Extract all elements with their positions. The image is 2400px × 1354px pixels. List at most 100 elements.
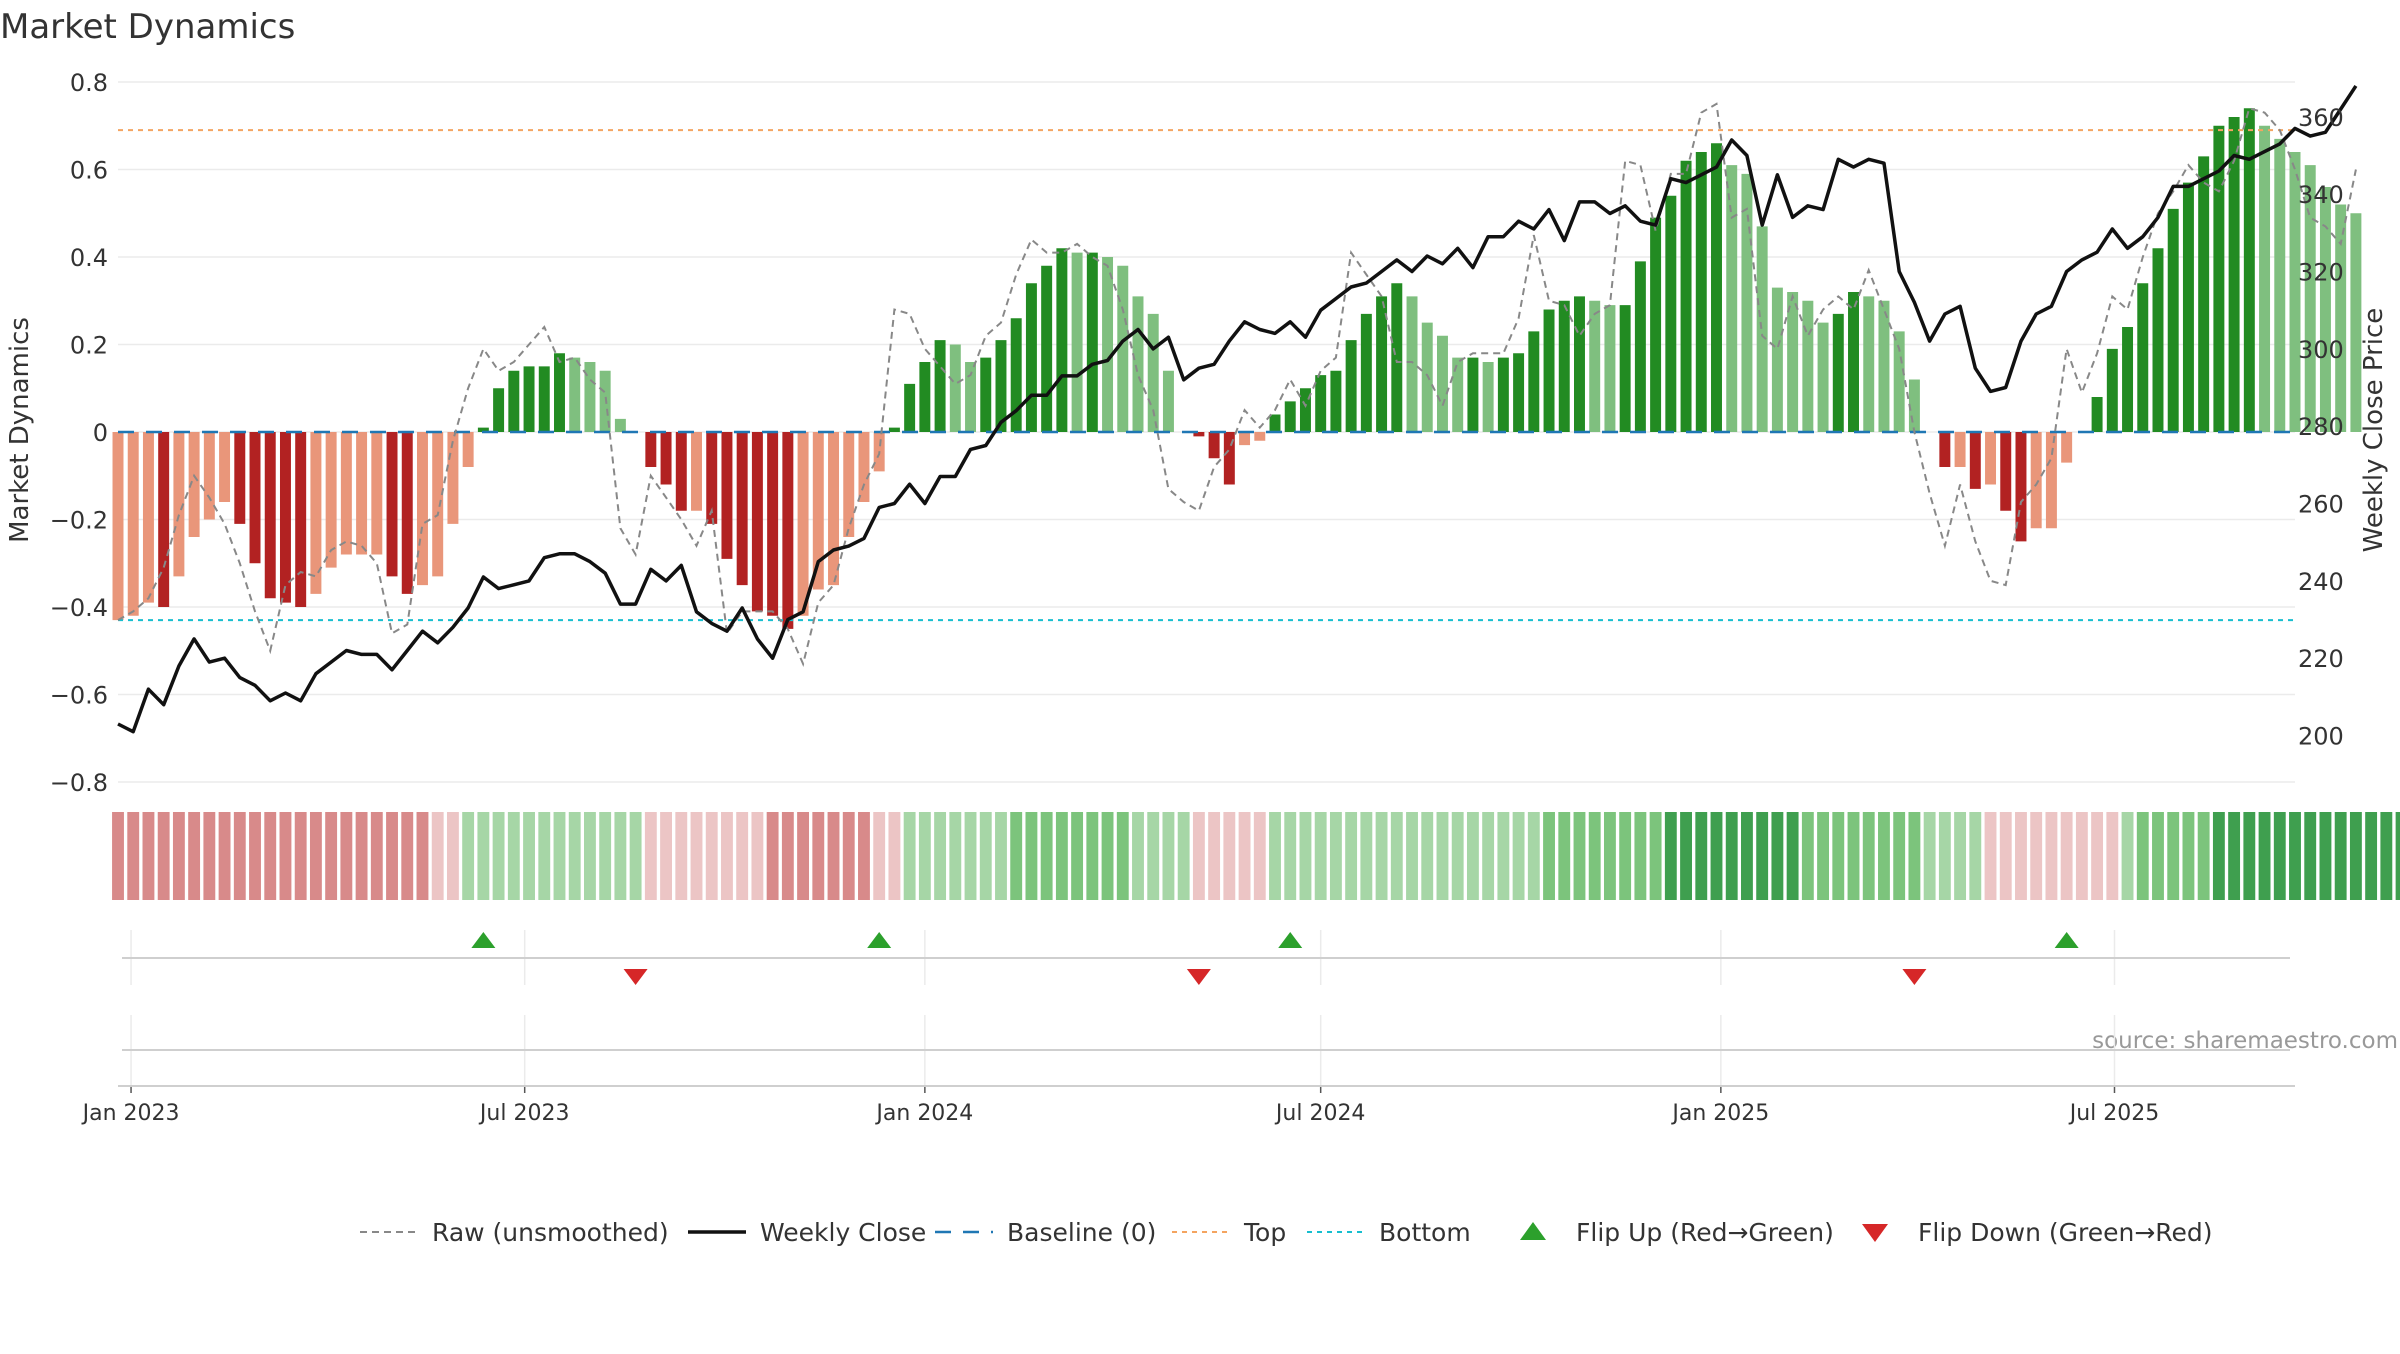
left-tick-label: −0.4 (50, 594, 108, 622)
dynamics-bar (1589, 300, 1601, 432)
dynamics-bar (1939, 432, 1951, 467)
dynamics-bar (858, 432, 870, 502)
regime-cell (2273, 812, 2286, 900)
dynamics-bar (1711, 143, 1722, 432)
regime-cell (1010, 812, 1023, 900)
regime-cell (690, 812, 703, 900)
dynamics-bar (1832, 313, 1844, 432)
regime-cell (1969, 812, 1982, 900)
regime-cell (1573, 812, 1586, 900)
regime-cell (218, 812, 231, 900)
legend-swatch-flipup (1520, 1222, 1546, 1240)
dynamics-bar (1056, 248, 1068, 432)
dynamics-bar (1482, 362, 1494, 432)
regime-cell (1238, 812, 1251, 900)
dynamics-bar (1117, 265, 1129, 432)
axis-ticks: 0.8 0.6 0.4 0.2 0 −0.2 −0.4 −0.6 −0.8 360 340 320 30… (50, 69, 2344, 797)
dynamics-bar (462, 432, 474, 467)
regime-cell (2045, 812, 2058, 900)
regime-cell (431, 812, 444, 900)
regime-cell (934, 812, 947, 900)
dynamics-bar (904, 383, 916, 432)
regime-cell (2197, 812, 2210, 900)
dynamics-bar (249, 432, 261, 564)
regime-cell (1847, 812, 1860, 900)
dynamics-bar (1650, 217, 1662, 432)
regime-cell (1893, 812, 1906, 900)
regime-cell (1329, 812, 1342, 900)
dynamics-bar (1452, 357, 1464, 432)
dynamics-bar (2335, 204, 2347, 432)
regime-cell (614, 812, 627, 900)
dynamics-bar (2045, 432, 2057, 529)
regime-cell (858, 812, 870, 900)
dynamics-bar (2152, 248, 2164, 432)
regime-cell (1025, 812, 1038, 900)
dynamics-bar (1284, 401, 1296, 432)
dynamics-bar (660, 432, 672, 485)
dynamics-bar (2198, 156, 2210, 432)
dynamics-bar (1634, 261, 1646, 432)
regime-cell (355, 812, 368, 900)
dynamics-bar (1071, 252, 1083, 432)
dynamics-bar (1162, 370, 1174, 432)
regime-cell (1786, 812, 1799, 900)
dynamics-bar (1041, 265, 1053, 432)
dynamics-bar (386, 432, 398, 577)
dynamics-bar (1695, 152, 1707, 432)
regime-cell (1482, 812, 1495, 900)
dynamics-bar (1086, 252, 1098, 432)
dynamics-bar (2259, 125, 2271, 432)
dynamics-bar (1025, 283, 1037, 432)
regime-cell (1345, 812, 1358, 900)
regime-cell (2091, 812, 2104, 900)
dynamics-bar (1239, 432, 1251, 446)
regime-cell (1634, 812, 1647, 900)
regime-cell (1314, 812, 1327, 900)
dynamics-bar (1528, 331, 1540, 432)
regime-cell (568, 812, 581, 900)
regime-cell (340, 812, 353, 900)
dynamics-bar (112, 432, 124, 621)
dynamics-bar (1315, 375, 1327, 432)
flip-up-marker (471, 932, 496, 948)
dynamics-bar (2015, 432, 2027, 542)
regime-cell (1680, 812, 1692, 900)
regime-cell (2152, 812, 2164, 900)
dynamics-bar (584, 362, 596, 432)
regime-cell (888, 812, 901, 900)
regime-cell (172, 812, 185, 900)
dynamics-bar (919, 362, 931, 432)
regime-cell (1938, 812, 1951, 900)
dynamics-bar (1299, 388, 1311, 432)
dynamics-bar (1726, 165, 1738, 432)
regime-cell (1862, 812, 1875, 900)
dynamics-bar (1558, 300, 1570, 432)
x-tick-label: Jul 2024 (1274, 1101, 1366, 1126)
left-tick-label: 0.4 (70, 244, 108, 272)
regime-cell (386, 812, 398, 900)
regime-cell (249, 812, 261, 900)
regime-cell (370, 812, 383, 900)
regime-cell (203, 812, 216, 900)
dynamics-bar (2167, 208, 2179, 432)
regime-cell (2243, 812, 2256, 900)
dynamics-bar (1208, 432, 1220, 459)
line-series (117, 84, 2358, 734)
regime-cell (1299, 812, 1312, 900)
dynamics-bar (1848, 292, 1859, 432)
right-tick-label: 320 (2298, 259, 2344, 287)
dynamics-bar (1574, 296, 1585, 432)
regime-cell (2289, 812, 2301, 900)
regime-cell (2212, 812, 2225, 900)
dynamics-bar (447, 432, 459, 524)
dynamics-bar (1330, 370, 1342, 432)
dynamics-bar (325, 432, 337, 568)
regime-cell (233, 812, 246, 900)
left-tick-label: 0.6 (70, 157, 108, 185)
regime-cell (1269, 812, 1281, 900)
left-tick-label: 0.2 (70, 332, 108, 360)
dynamics-bar (523, 366, 535, 432)
flip-down-marker (1902, 969, 1927, 985)
